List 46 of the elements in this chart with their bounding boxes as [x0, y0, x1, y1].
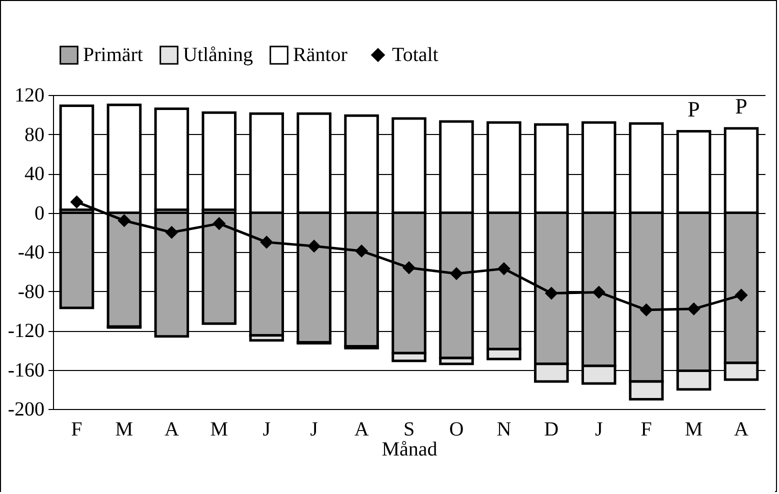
point [592, 286, 606, 299]
x-tick-label: F [71, 418, 82, 440]
y-tick-label: -80 [18, 280, 44, 303]
x-tick-label: A [354, 418, 370, 440]
x-tick-label: A [164, 418, 180, 440]
y-tick-label: -160 [8, 359, 44, 382]
y-tick-label: 120 [14, 84, 44, 106]
y-tick-label: -120 [8, 320, 44, 342]
legend-label: Totalt [392, 44, 439, 66]
point [497, 262, 510, 276]
x-tick-label: S [403, 418, 415, 440]
point [450, 267, 463, 280]
x-tick-label: J [262, 418, 271, 440]
y-tick-label: 40 [24, 163, 44, 185]
point [402, 261, 416, 274]
x-tick-label: J [310, 418, 318, 440]
point [544, 286, 558, 300]
point [640, 303, 653, 316]
legend-label: Primärt [83, 44, 144, 66]
x-tick-label: J [594, 418, 603, 440]
x-axis-title: Månad [382, 438, 438, 460]
x-tick-label: O [449, 418, 464, 440]
x-tick-label: M [210, 418, 228, 440]
y-tick-label: 80 [24, 124, 44, 146]
point [260, 236, 274, 249]
point [118, 214, 131, 228]
y-tick-label: 0 [34, 202, 44, 224]
annotation: P [688, 96, 700, 122]
annotation: P [735, 93, 748, 118]
point [734, 288, 748, 302]
point [212, 217, 226, 230]
legend-label: Räntor [293, 44, 348, 66]
point [308, 240, 321, 253]
y-tick-label: -200 [8, 398, 44, 420]
point [687, 302, 700, 316]
point [70, 195, 84, 208]
x-tick-label: N [496, 418, 512, 440]
legend-label: Utlåning [183, 44, 253, 66]
point [355, 244, 368, 258]
x-tick-label: M [115, 418, 134, 440]
y-tick-label: -40 [18, 242, 44, 264]
x-tick-label: A [734, 418, 750, 440]
point [165, 226, 178, 239]
x-tick-label: D [544, 418, 559, 440]
x-tick-label: M [684, 418, 703, 440]
x-tick-label: F [640, 418, 652, 440]
